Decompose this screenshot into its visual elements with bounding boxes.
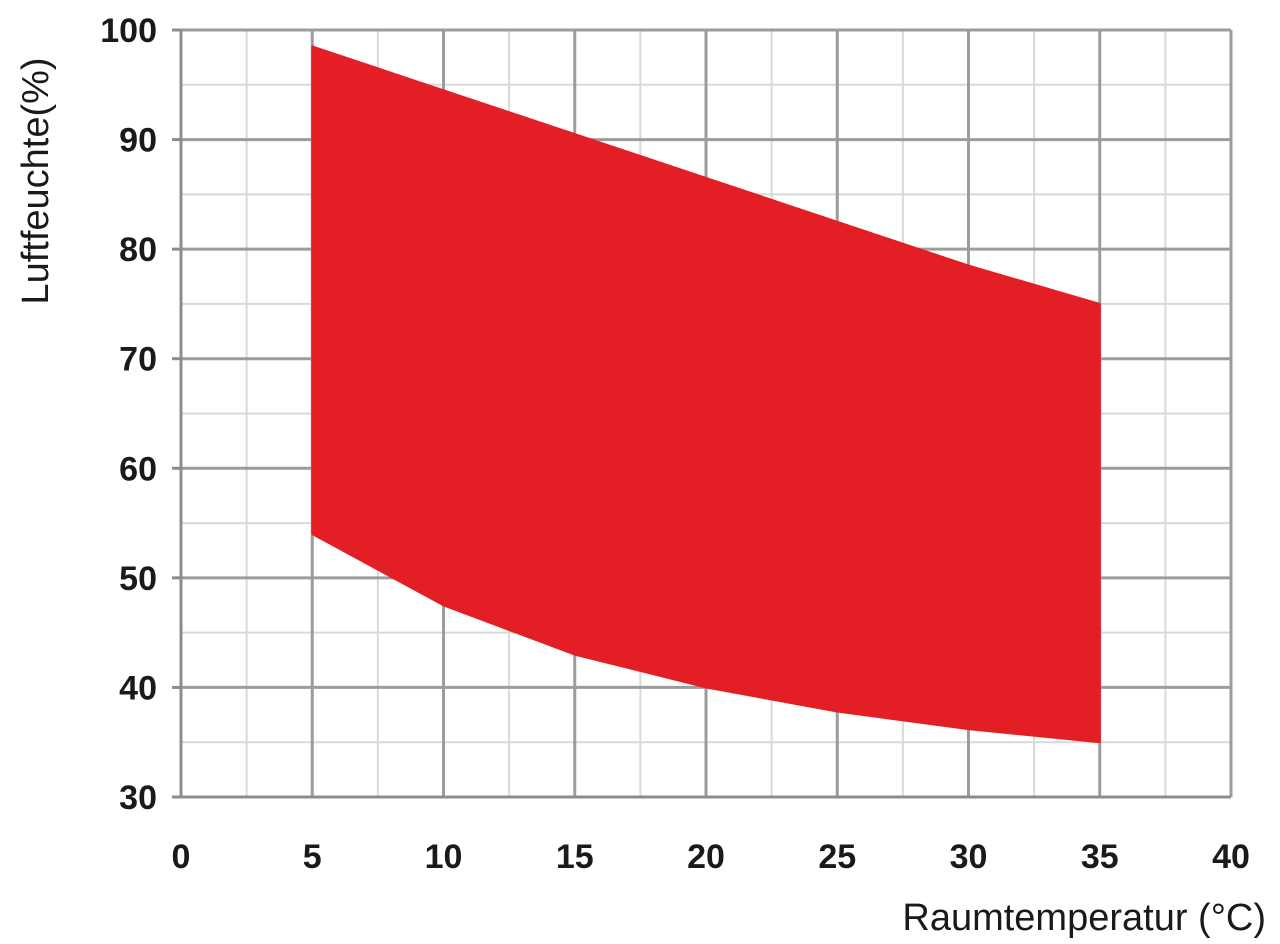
y-axis-title: Luftfeuchte(%): [15, 57, 57, 304]
x-tick-label: 20: [687, 838, 725, 876]
series-layer: [311, 45, 1101, 744]
x-axis-title: Raumtemperatur (°C): [902, 897, 1266, 939]
y-tick-label: 80: [119, 231, 157, 269]
x-tick-labels: 0 5 10 15 20 25 30 35 40: [172, 838, 1250, 876]
y-tick-labels: 30 40 50 60 70 80 90 100: [100, 12, 157, 817]
x-tick-label: 30: [950, 838, 988, 876]
y-tick-label: 100: [100, 12, 157, 50]
x-tick-label: 10: [425, 838, 463, 876]
y-tick-label: 50: [119, 560, 157, 598]
y-tick-label: 70: [119, 341, 157, 379]
x-tick-label: 5: [303, 838, 322, 876]
y-tick-label: 30: [119, 779, 157, 817]
y-tick-label: 40: [119, 669, 157, 707]
x-tick-label: 40: [1212, 838, 1250, 876]
y-tick-label: 90: [119, 122, 157, 160]
axis-layer: [172, 28, 1231, 799]
x-tick-label: 25: [818, 838, 856, 876]
y-tick-label: 60: [119, 450, 157, 488]
x-tick-label: 35: [1081, 838, 1119, 876]
x-tick-label: 15: [556, 838, 594, 876]
x-tick-label: 0: [172, 838, 191, 876]
operating-range-area: [311, 45, 1101, 744]
